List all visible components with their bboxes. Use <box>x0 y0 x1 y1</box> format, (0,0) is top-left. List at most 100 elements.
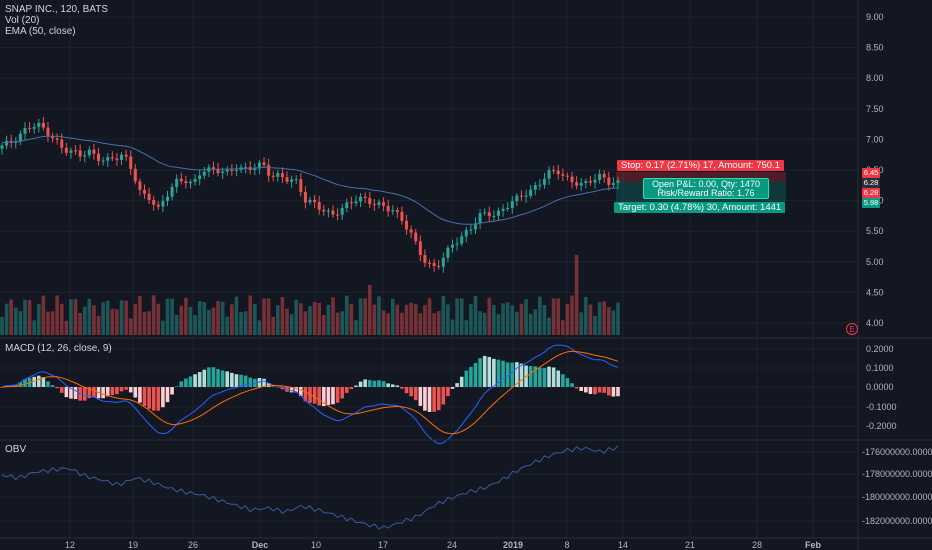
macd-hist-bar <box>174 386 179 387</box>
candle-body <box>469 229 473 231</box>
earnings-icon[interactable]: E <box>846 323 858 335</box>
target-label[interactable]: Target: 0.30 (4.78%) 30, Amount: 1441 <box>614 202 786 213</box>
candle-body <box>92 149 96 154</box>
candle-body <box>175 178 179 187</box>
time-axis[interactable]: 12 19 26 Dec 10 17 24 2019 8 14 21 28 Feb <box>65 540 822 550</box>
candle-body <box>611 183 615 185</box>
candle-body <box>326 210 330 212</box>
candle-body <box>110 157 114 159</box>
macd-hist-bar <box>59 387 64 393</box>
volume-legend[interactable]: Vol (20) <box>5 15 40 26</box>
stop-zone[interactable] <box>616 172 786 182</box>
candle-body <box>588 181 592 183</box>
macd-hist-bar <box>299 387 303 397</box>
candle-body <box>211 167 215 169</box>
candle-body <box>271 175 275 177</box>
candle-body <box>515 195 519 202</box>
macd-hist-bar <box>482 355 487 387</box>
volume-bar <box>13 307 18 335</box>
macd-hist-bar <box>533 366 538 387</box>
macd-hist-bar <box>276 387 280 388</box>
volume-bar <box>248 295 253 335</box>
candle-body <box>506 208 510 210</box>
candle-body <box>437 266 441 268</box>
volume-bar <box>174 314 179 335</box>
stop-label[interactable]: Stop: 0.17 (2.71%) 17, Amount: 750.1 <box>617 160 784 171</box>
macd-hist-bar <box>32 376 36 387</box>
obv-legend[interactable]: OBV <box>5 444 27 455</box>
volume-bar <box>234 296 239 335</box>
price-badge-last: 6.28 <box>862 178 880 188</box>
candle-body <box>143 189 147 194</box>
macd-hist-bar <box>611 387 616 397</box>
volume-bar <box>92 305 96 335</box>
volume-bar <box>193 315 197 335</box>
candle-body <box>51 135 55 139</box>
candle-body <box>584 181 588 183</box>
candle-body <box>372 204 376 206</box>
candle-body <box>97 153 101 161</box>
volume-bar <box>400 312 404 335</box>
candle-body <box>244 167 248 169</box>
candle-body <box>276 173 280 177</box>
candle-body <box>561 174 565 176</box>
macd-hist-bar <box>450 387 455 389</box>
symbol-title[interactable]: SNAP INC., 120, BATS <box>5 4 109 15</box>
volume-bar <box>611 310 616 335</box>
candle-body <box>184 181 188 184</box>
macd-hist-bar <box>179 381 184 387</box>
volume-bar <box>358 298 363 335</box>
candle-body <box>441 257 445 267</box>
volume-bar <box>331 297 335 335</box>
volume-bar <box>528 313 533 335</box>
macd-hist-bar <box>515 362 519 387</box>
volume-bar <box>482 312 487 335</box>
position-info-box[interactable]: Open P&L: 0.00, Qty: 1470 Risk/Reward Ra… <box>643 178 769 199</box>
volume-bar <box>344 295 349 335</box>
macd-legend[interactable]: MACD (12, 26, close, 9) <box>5 343 112 354</box>
candle-body <box>23 127 27 134</box>
macd-hist-bar <box>220 370 225 387</box>
macd-hist-bar <box>128 387 133 393</box>
ema-legend[interactable]: EMA (50, close) <box>5 26 76 37</box>
volume-bar <box>161 320 165 335</box>
macd-hist-bar <box>473 363 478 387</box>
candle-body <box>432 263 436 267</box>
volume-bar <box>395 304 400 335</box>
macd-hist-bar <box>331 387 335 405</box>
volume-bar <box>423 305 427 335</box>
obv-axis[interactable]: -176000000.0000 -178000000.0000 -180000000… <box>862 447 932 526</box>
macd-axis[interactable]: 0.2000 0.1000 0.0000 -0.1000 -0.2000 <box>866 344 897 431</box>
volume-bar <box>82 306 87 335</box>
candle-body <box>418 241 422 255</box>
candle-body <box>313 199 317 203</box>
time-tick-label: Feb <box>805 540 822 550</box>
volume-bar <box>262 298 266 335</box>
macd-hist-bar <box>115 387 119 395</box>
price-badge-current: 6.28 <box>862 188 880 198</box>
macd-hist-bar <box>363 379 367 387</box>
macd-hist-bar <box>551 367 556 387</box>
candle-body <box>423 254 427 263</box>
volume-bar <box>515 311 519 335</box>
macd-hist-bar <box>0 387 4 388</box>
macd-hist-bar <box>423 387 427 411</box>
candle-body <box>446 247 450 258</box>
volume-bar <box>289 314 294 335</box>
volume-bar <box>354 320 358 335</box>
volume-bar <box>436 311 441 335</box>
volume-bar <box>372 304 377 335</box>
price-badge-stop: 6.45 <box>862 168 880 178</box>
macd-hist-bar <box>607 387 611 396</box>
volume-bar <box>18 311 23 335</box>
candle-body <box>234 169 238 171</box>
time-tick-label: 12 <box>65 540 75 550</box>
volume-bar <box>216 301 220 335</box>
candle-body <box>428 262 432 264</box>
volume-bar <box>59 303 64 335</box>
candle-body <box>303 191 307 203</box>
volume-bar <box>409 302 413 335</box>
macd-tick-label: -0.2000 <box>866 421 897 431</box>
volume-bar <box>87 298 92 335</box>
